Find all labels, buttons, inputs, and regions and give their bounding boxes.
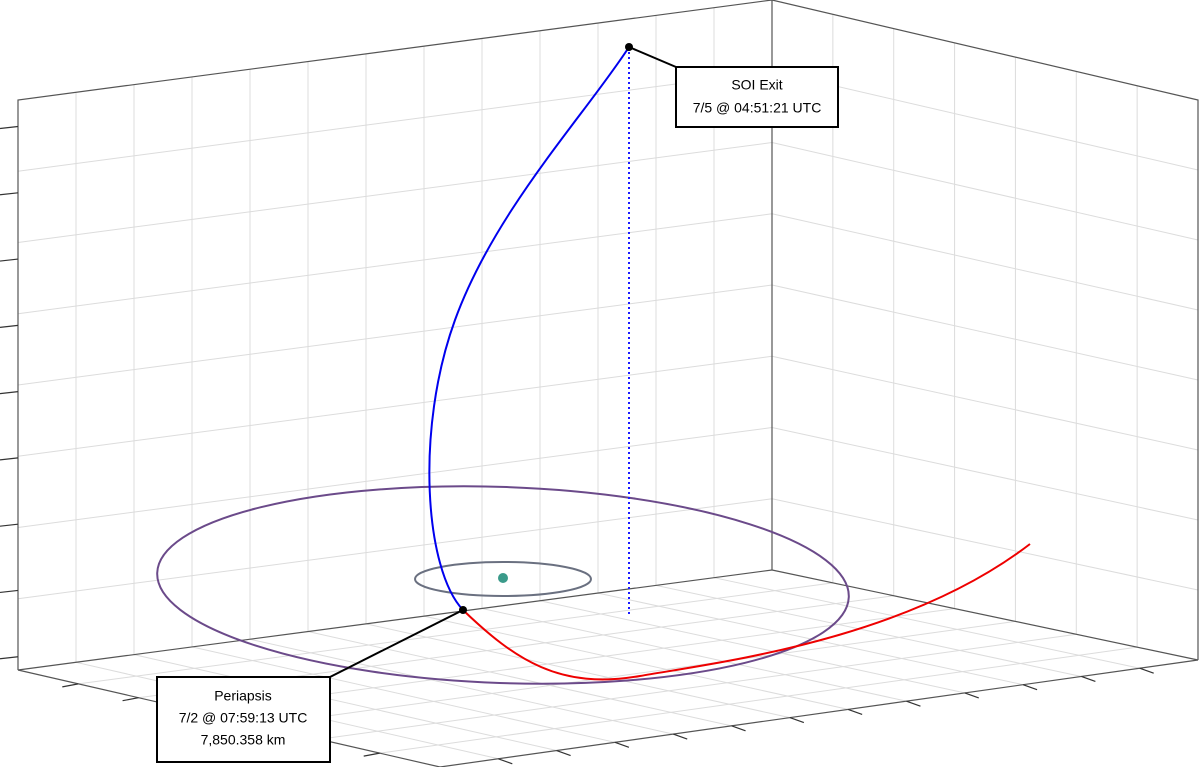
- tick: [122, 697, 139, 702]
- tick: [62, 683, 79, 688]
- tick: [0, 258, 19, 262]
- tick: [0, 656, 19, 660]
- tick: [964, 692, 979, 699]
- grid-line: [771, 498, 1199, 591]
- grid-line: [771, 284, 1199, 381]
- leader-line: [628, 46, 677, 68]
- annotation-text: 7/2 @ 07:59:13 UTC: [179, 710, 308, 726]
- arrival-trajectory: [462, 543, 1031, 681]
- grid-line: [17, 427, 773, 528]
- tick: [363, 752, 380, 757]
- tick: [0, 589, 19, 594]
- tick: [0, 192, 19, 196]
- tick: [556, 749, 571, 757]
- grid-line: [771, 427, 1199, 521]
- tick: [0, 391, 19, 395]
- outer-orbit: [156, 485, 850, 685]
- annotation-text: 7/5 @ 04:51:21 UTC: [693, 100, 822, 116]
- annotation-text: Periapsis: [214, 688, 272, 704]
- grid-line: [771, 70, 1199, 171]
- grid-line: [307, 631, 732, 727]
- grid-line: [191, 646, 616, 743]
- box-edge: [17, 0, 1199, 670]
- grid-line: [379, 646, 1138, 754]
- grid-line: [78, 582, 833, 685]
- axes-box: [17, 0, 1199, 767]
- box-edge: [771, 569, 1199, 661]
- tick: [0, 523, 19, 527]
- soi-exit-point: [625, 43, 633, 51]
- tick: [1139, 667, 1154, 674]
- annotation-box: [675, 66, 839, 128]
- inner-orbit: [414, 561, 592, 597]
- grid-line: [17, 142, 773, 243]
- grid-line: [319, 633, 1077, 740]
- grid-line: [17, 284, 773, 386]
- grid-line: [771, 142, 1199, 241]
- tick: [731, 725, 746, 732]
- tick: [0, 125, 19, 130]
- tick: [673, 733, 688, 740]
- grid-line: [423, 615, 849, 710]
- grid-line: [17, 213, 773, 315]
- grid-line: [17, 498, 773, 600]
- tick: [1081, 675, 1096, 683]
- grid-line: [539, 600, 965, 694]
- box-edge: [439, 659, 1199, 767]
- annotation-text: 7,850.358 km: [201, 732, 286, 748]
- leader-line: [329, 609, 464, 678]
- central-body: [498, 573, 508, 583]
- grid-line: [133, 654, 557, 752]
- departure-trajectory: [428, 46, 630, 611]
- tick: [847, 708, 863, 715]
- grid-line: [17, 355, 773, 457]
- grid-line: [17, 70, 773, 172]
- grid-line: [259, 620, 1016, 726]
- grid-line: [771, 355, 1199, 451]
- tick: [906, 700, 921, 707]
- tick: [1022, 684, 1038, 691]
- grid-line: [481, 607, 907, 702]
- tick: [498, 758, 513, 765]
- grid-line: [365, 623, 790, 719]
- annotation-text: SOI Exit: [731, 77, 782, 93]
- grid-line: [771, 213, 1199, 311]
- periapsis-point: [459, 606, 467, 614]
- tick: [789, 717, 805, 724]
- tick: [0, 457, 19, 461]
- annotation-box: [156, 676, 331, 763]
- grid-line: [249, 638, 674, 735]
- grid-line: [655, 584, 1082, 677]
- box-edge: [17, 569, 773, 671]
- tick: [614, 741, 630, 748]
- grid-line: [713, 577, 1140, 669]
- tick: [0, 324, 19, 328]
